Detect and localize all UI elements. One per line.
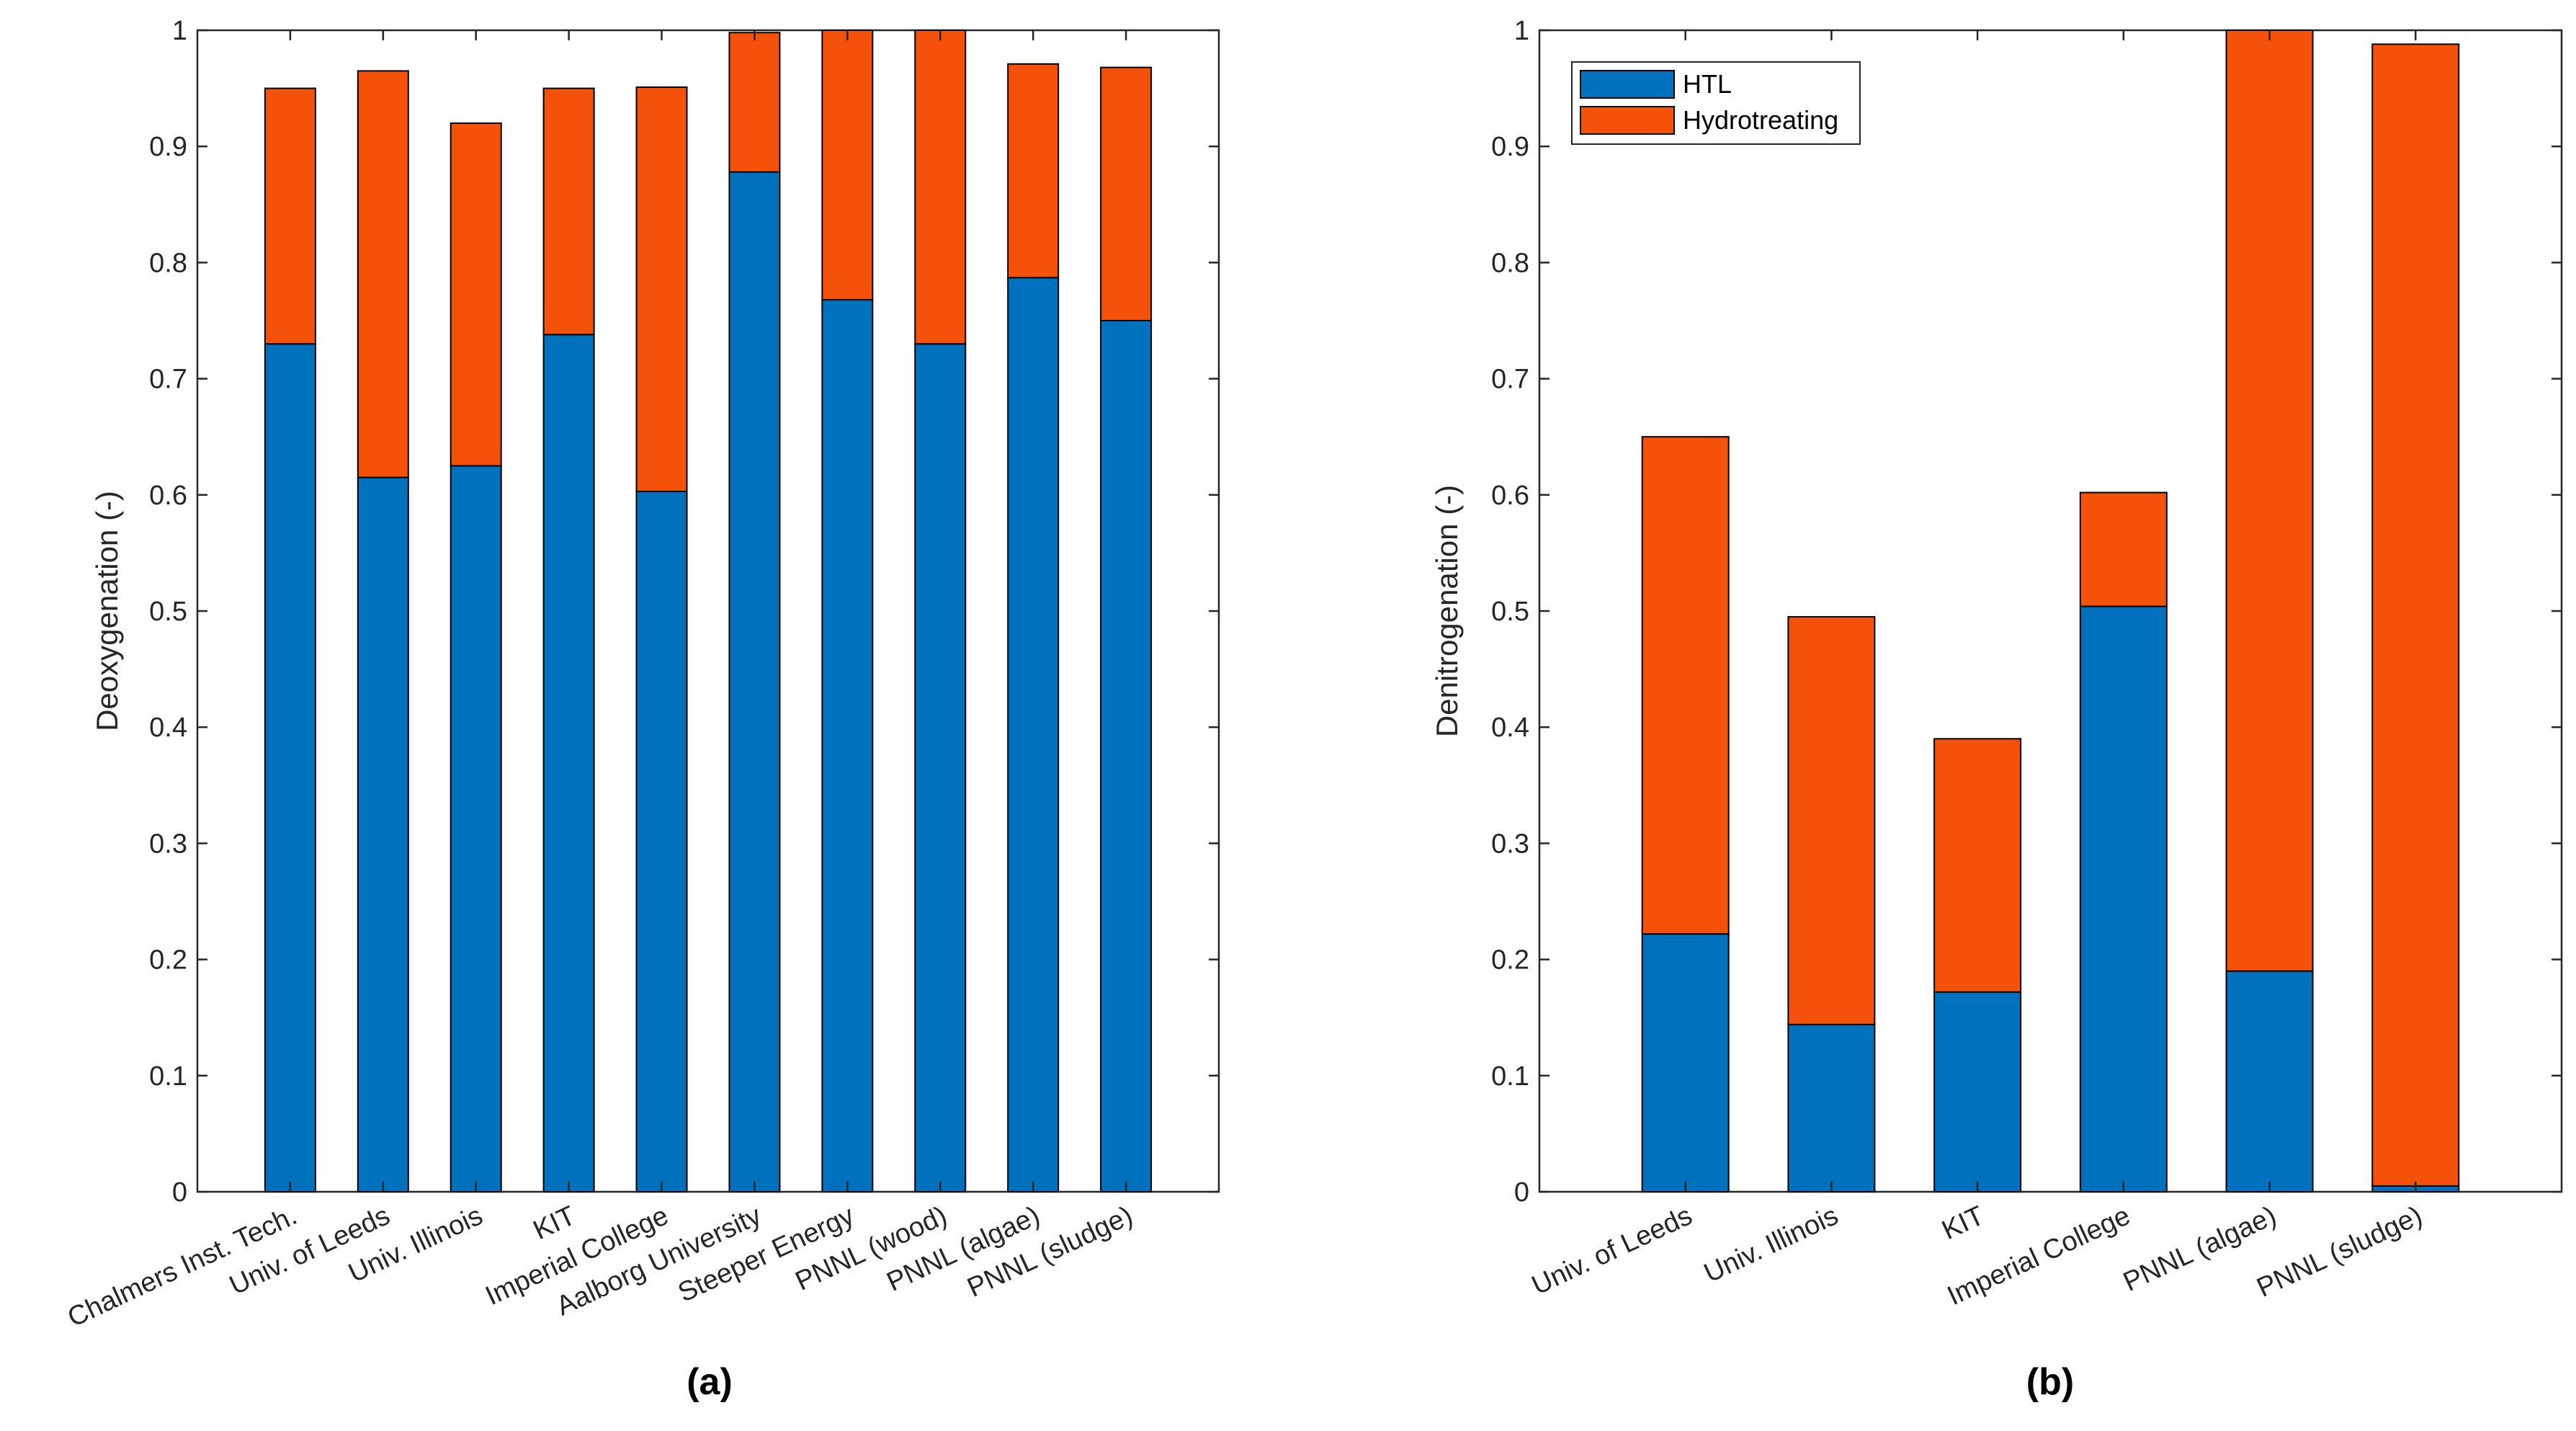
bar-htl-steeper-energy xyxy=(821,298,874,1192)
y-tick-label: 1 xyxy=(1514,16,1529,46)
bar-hydrotreating-univ-of-leeds xyxy=(1641,436,1730,935)
bar-htl-imperial-college xyxy=(2079,605,2168,1192)
bar-hydrotreating-pnnl-sludge xyxy=(1100,66,1153,321)
bar-htl-pnnl-wood xyxy=(914,343,967,1192)
y-tick-label: 0.4 xyxy=(1491,713,1529,743)
y-tick-label: 0.8 xyxy=(1491,248,1529,278)
bar-htl-kit xyxy=(1933,991,2022,1192)
bar-hydrotreating-pnnl-sludge xyxy=(2371,43,2460,1187)
legend-entry-htl: HTL xyxy=(1683,69,1732,99)
bar-htl-chalmers-inst-tech xyxy=(264,343,316,1192)
y-tick-label: 0.5 xyxy=(149,597,187,627)
bar-hydrotreating-aalborg-university xyxy=(728,32,781,173)
y-tick-label: 0.1 xyxy=(1491,1061,1529,1092)
plot-area xyxy=(196,29,1220,1193)
bar-hydrotreating-univ-of-leeds xyxy=(357,70,409,478)
y-tick-label: 1 xyxy=(172,16,187,46)
bar-hydrotreating-chalmers-inst-tech xyxy=(264,87,316,345)
bar-hydrotreating-steeper-energy xyxy=(821,30,874,300)
bar-htl-pnnl-sludge xyxy=(1100,320,1153,1192)
bar-hydrotreating-imperial-college xyxy=(2079,491,2168,607)
y-tick-label: 0.2 xyxy=(149,945,187,976)
bar-hydrotreating-pnnl-algae xyxy=(2225,30,2314,972)
bar-hydrotreating-kit xyxy=(1933,738,2022,993)
y-tick-label: 0.8 xyxy=(149,248,187,278)
y-tick-label: 0.3 xyxy=(1491,829,1529,859)
legend-swatch-hydrotreating xyxy=(1580,106,1675,135)
bar-htl-aalborg-university xyxy=(728,171,781,1193)
y-axis-label: Deoxygenation (-) xyxy=(90,491,124,731)
y-tick-label: 0.2 xyxy=(1491,945,1529,976)
y-tick-label: 0.1 xyxy=(149,1061,187,1092)
y-tick-label: 0.3 xyxy=(149,829,187,859)
bar-hydrotreating-univ-illinois xyxy=(450,122,502,467)
bar-htl-imperial-college xyxy=(635,490,688,1192)
y-axis-label: Denitrogenation (-) xyxy=(1430,485,1464,737)
bar-htl-kit xyxy=(542,334,595,1192)
bar-htl-univ-of-leeds xyxy=(1641,933,1730,1192)
legend: HTL Hydrotreating xyxy=(1571,61,1861,145)
legend-swatch-htl xyxy=(1580,70,1675,99)
bar-hydrotreating-imperial-college xyxy=(635,86,688,492)
panel-label: (a) xyxy=(687,1361,733,1403)
y-tick-label: 0.9 xyxy=(1491,132,1529,162)
y-tick-label: 0.4 xyxy=(149,713,187,743)
bar-hydrotreating-pnnl-algae xyxy=(1007,63,1060,279)
bar-hydrotreating-univ-illinois xyxy=(1787,616,1876,1025)
bar-htl-univ-illinois xyxy=(450,465,502,1192)
y-tick-label: 0.5 xyxy=(1491,597,1529,627)
legend-entry-hydrotreating: Hydrotreating xyxy=(1683,105,1838,135)
bar-htl-univ-of-leeds xyxy=(357,476,409,1192)
panel-label: (b) xyxy=(2026,1361,2074,1403)
bar-hydrotreating-kit xyxy=(542,87,595,336)
bar-htl-univ-illinois xyxy=(1787,1023,1876,1192)
y-tick-label: 0.6 xyxy=(149,481,187,511)
y-tick-label: 0.6 xyxy=(1491,481,1529,511)
bar-htl-pnnl-algae xyxy=(2225,970,2314,1192)
bar-htl-pnnl-algae xyxy=(1007,277,1060,1193)
y-tick-label: 0 xyxy=(1514,1177,1529,1208)
y-tick-label: 0 xyxy=(172,1177,187,1208)
y-tick-label: 0.7 xyxy=(1491,365,1529,395)
bar-hydrotreating-pnnl-wood xyxy=(914,30,967,345)
y-tick-label: 0.7 xyxy=(149,365,187,395)
y-tick-label: 0.9 xyxy=(149,132,187,162)
